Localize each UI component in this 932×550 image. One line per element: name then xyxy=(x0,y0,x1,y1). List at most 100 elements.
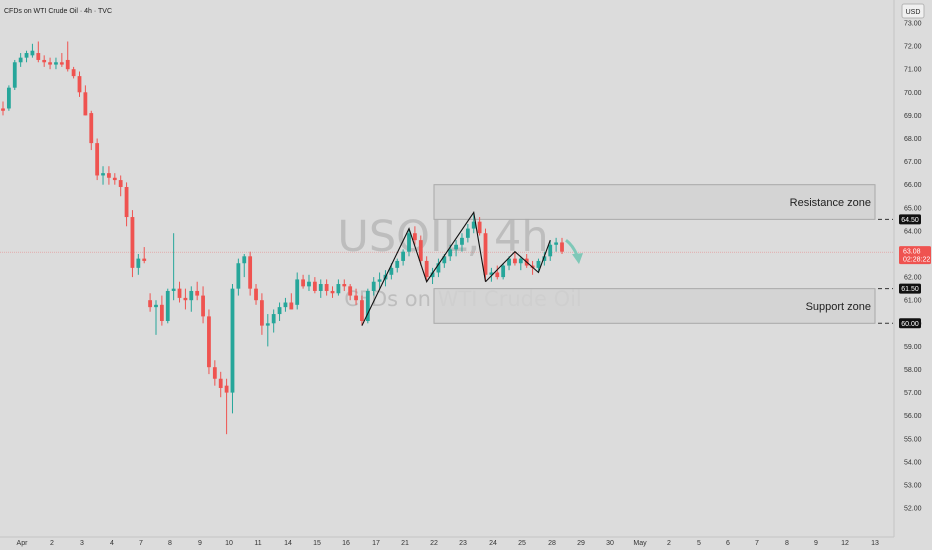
pattern-zigzag-2[interactable] xyxy=(485,239,551,283)
candle[interactable] xyxy=(407,228,411,257)
candle[interactable] xyxy=(430,267,435,285)
candle[interactable] xyxy=(65,41,70,72)
candle[interactable] xyxy=(112,173,117,185)
currency-badge-box[interactable] xyxy=(901,3,925,19)
last-price-tag[interactable] xyxy=(899,246,931,265)
candle[interactable] xyxy=(465,223,470,243)
candle[interactable] xyxy=(18,53,23,67)
candle[interactable] xyxy=(424,256,429,282)
candle[interactable] xyxy=(36,41,41,63)
candle[interactable] xyxy=(183,288,188,310)
candle[interactable] xyxy=(189,286,194,312)
candle[interactable] xyxy=(89,110,94,151)
candle[interactable] xyxy=(165,288,170,324)
candle[interactable] xyxy=(154,300,158,335)
zone-box[interactable] xyxy=(433,184,876,220)
candle[interactable] xyxy=(171,233,176,301)
candle[interactable] xyxy=(301,274,305,289)
candle[interactable] xyxy=(254,284,258,305)
candle[interactable] xyxy=(83,85,88,116)
candle[interactable] xyxy=(30,43,35,58)
candle[interactable] xyxy=(107,166,111,185)
zone-box[interactable] xyxy=(433,288,876,324)
candle[interactable] xyxy=(483,228,488,282)
candle[interactable] xyxy=(142,247,147,264)
candle[interactable] xyxy=(548,240,553,261)
candle[interactable] xyxy=(42,55,47,67)
candle[interactable] xyxy=(136,254,141,275)
candle[interactable] xyxy=(224,378,229,435)
candle[interactable] xyxy=(207,309,211,375)
candle[interactable] xyxy=(342,279,347,291)
candle[interactable] xyxy=(418,235,423,266)
candle[interactable] xyxy=(360,295,364,326)
candle[interactable] xyxy=(312,277,317,294)
candle[interactable] xyxy=(24,50,29,63)
candle[interactable] xyxy=(507,256,511,271)
candle[interactable] xyxy=(348,284,353,301)
candle[interactable] xyxy=(412,226,417,245)
candle[interactable] xyxy=(159,295,164,326)
candle[interactable] xyxy=(277,302,282,321)
candle[interactable] xyxy=(454,240,458,257)
candle[interactable] xyxy=(265,314,270,347)
candle[interactable] xyxy=(230,284,235,414)
candle[interactable] xyxy=(501,263,506,280)
candle[interactable] xyxy=(118,175,123,197)
candle[interactable] xyxy=(436,258,441,278)
candle[interactable] xyxy=(271,309,276,333)
candle[interactable] xyxy=(318,279,323,298)
candle[interactable] xyxy=(324,279,329,296)
candle[interactable] xyxy=(518,256,523,271)
candle[interactable] xyxy=(560,237,564,254)
candle[interactable] xyxy=(289,293,294,310)
candle[interactable] xyxy=(95,138,100,181)
level-tag[interactable] xyxy=(899,318,921,329)
candle[interactable] xyxy=(59,53,64,67)
candle[interactable] xyxy=(71,66,76,79)
candle[interactable] xyxy=(336,279,341,296)
candle[interactable] xyxy=(236,258,241,296)
candle[interactable] xyxy=(101,166,105,185)
candle[interactable] xyxy=(401,249,406,266)
candle[interactable] xyxy=(242,254,247,278)
candle[interactable] xyxy=(495,265,500,280)
level-tag[interactable] xyxy=(899,214,921,225)
level-tag[interactable] xyxy=(899,283,921,294)
currency-badge[interactable]: USD xyxy=(906,9,921,16)
candle[interactable] xyxy=(12,59,17,90)
candle[interactable] xyxy=(377,272,382,289)
candle[interactable] xyxy=(365,288,370,324)
symbol-title[interactable]: CFDs on WTI Crude Oil · 4h · TVC xyxy=(4,8,112,15)
candle[interactable] xyxy=(1,101,5,116)
candle[interactable] xyxy=(395,258,400,273)
candle[interactable] xyxy=(477,217,482,236)
candle[interactable] xyxy=(471,212,476,234)
candle[interactable] xyxy=(148,293,153,312)
candle[interactable] xyxy=(330,286,335,298)
candle[interactable] xyxy=(218,371,223,398)
candle[interactable] xyxy=(195,281,200,301)
candle[interactable] xyxy=(460,233,464,252)
candle[interactable] xyxy=(177,281,182,303)
candle[interactable] xyxy=(554,237,559,252)
candle[interactable] xyxy=(248,251,253,296)
pattern-zigzag[interactable] xyxy=(361,210,487,326)
candle[interactable] xyxy=(212,360,217,386)
candle[interactable] xyxy=(260,293,264,335)
candle[interactable] xyxy=(542,251,547,266)
candle[interactable] xyxy=(283,297,288,312)
candle[interactable] xyxy=(536,258,541,273)
candle[interactable] xyxy=(513,251,517,266)
candle[interactable] xyxy=(201,286,205,324)
candle[interactable] xyxy=(6,85,11,111)
candle[interactable] xyxy=(130,210,135,278)
candle[interactable] xyxy=(54,57,58,70)
candle[interactable] xyxy=(48,57,52,70)
candle[interactable] xyxy=(354,288,358,305)
candle[interactable] xyxy=(77,71,82,97)
candle[interactable] xyxy=(307,274,311,291)
candle[interactable] xyxy=(124,182,129,227)
